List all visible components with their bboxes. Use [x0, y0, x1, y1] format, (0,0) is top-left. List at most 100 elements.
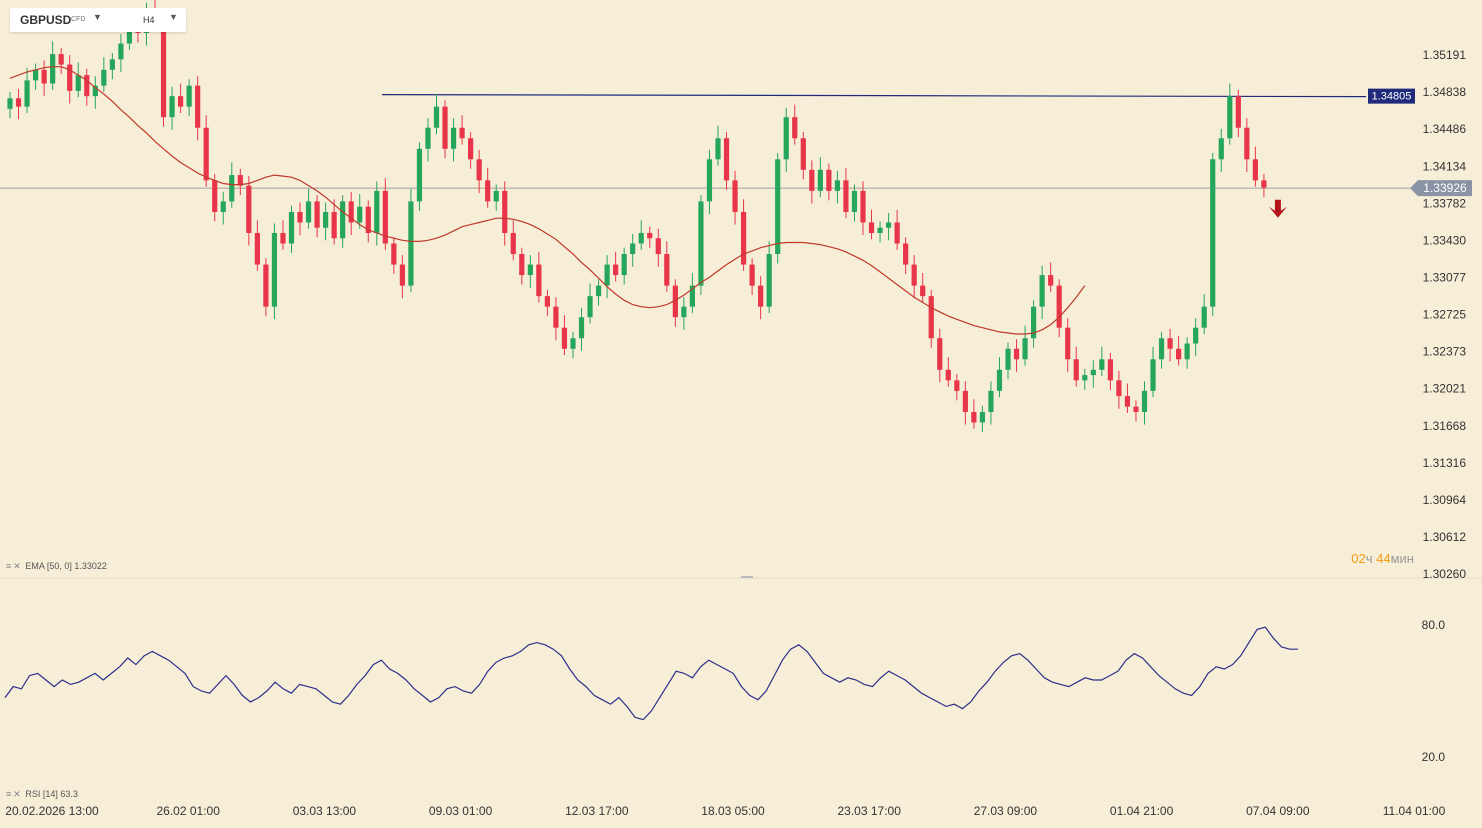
- bullish-candle: [408, 201, 414, 286]
- resistance-price-label: 1.34805: [1372, 91, 1412, 103]
- rsi-indicator-text: RSI [14] 63.3: [25, 789, 78, 799]
- bullish-candle: [604, 264, 610, 286]
- bullish-candle: [1193, 327, 1199, 344]
- pane-resize-handle: [741, 576, 753, 578]
- settings-icon[interactable]: ≡: [6, 561, 12, 571]
- instrument-type-label: CFD: [71, 16, 86, 23]
- symbol-dropdown-icon[interactable]: ▼: [93, 12, 102, 22]
- time-tick-label: 20.02.2026 13:00: [5, 804, 99, 818]
- price-tick-label: 1.33430: [1423, 233, 1467, 247]
- bullish-candle: [630, 243, 636, 255]
- bullish-candle: [220, 201, 226, 212]
- bullish-candle: [271, 232, 278, 307]
- bearish-candle: [459, 127, 465, 139]
- bullish-candle: [988, 390, 994, 412]
- bearish-candle: [758, 285, 764, 307]
- bullish-candle: [340, 201, 346, 239]
- price-tick-label: 1.34134: [1423, 159, 1467, 173]
- bearish-candle: [502, 190, 508, 233]
- bullish-candle: [1150, 359, 1156, 391]
- timeframe-selector[interactable]: H4: [143, 15, 155, 25]
- bearish-candle: [442, 106, 448, 149]
- bullish-candle: [1227, 96, 1233, 139]
- bearish-candle: [903, 243, 909, 265]
- bearish-candle: [519, 254, 525, 276]
- bearish-candle: [749, 264, 755, 286]
- bearish-candle: [740, 211, 747, 265]
- rsi-tick-label: 80.0: [1422, 618, 1446, 632]
- bullish-candle: [1184, 343, 1190, 360]
- bullish-candle: [357, 206, 363, 223]
- price-tick-label: 1.30612: [1423, 530, 1467, 544]
- price-tick-label: 1.30260: [1423, 567, 1467, 581]
- close-icon[interactable]: ✕: [13, 561, 21, 571]
- bearish-candle: [613, 264, 619, 276]
- bearish-candle: [1048, 275, 1054, 286]
- bullish-candle: [101, 69, 107, 86]
- bullish-candle: [1210, 159, 1216, 307]
- time-tick-label: 18.03 05:00: [701, 804, 765, 818]
- bearish-candle: [723, 138, 730, 181]
- bullish-candle: [126, 27, 133, 44]
- bullish-candle: [1022, 338, 1028, 360]
- current-price-tag: [1410, 180, 1472, 197]
- bearish-candle: [1107, 359, 1113, 381]
- bullish-candle: [305, 201, 312, 223]
- ema-50-line: [9, 66, 1086, 335]
- bullish-candle: [32, 69, 39, 81]
- bullish-candle: [50, 54, 56, 84]
- close-icon[interactable]: ✕: [13, 789, 21, 799]
- bearish-candle: [911, 264, 917, 286]
- bullish-candle: [706, 159, 713, 202]
- bullish-candle: [7, 98, 13, 109]
- price-tick-label: 1.33782: [1423, 196, 1467, 210]
- bullish-candle: [1082, 375, 1088, 381]
- bearish-candle: [58, 54, 64, 65]
- sell-signal-arrow-icon: [1268, 199, 1287, 218]
- bearish-candle: [297, 211, 303, 223]
- resistance-price-tag: [1368, 88, 1415, 104]
- symbol-toolbar[interactable]: GBPUSD CFD ▼ H4 ▼: [10, 8, 186, 32]
- timeframe-dropdown-icon[interactable]: ▼: [169, 12, 178, 22]
- bearish-candle: [365, 206, 371, 233]
- time-tick-label: 23.03 17:00: [837, 804, 901, 818]
- bullish-candle: [75, 75, 81, 91]
- bearish-candle: [203, 127, 209, 181]
- bullish-candle: [229, 175, 235, 202]
- bearish-candle: [254, 232, 260, 265]
- rsi-pane[interactable]: [4, 626, 1298, 721]
- countdown-hours: 02: [1351, 551, 1366, 566]
- bearish-candle: [1056, 285, 1062, 328]
- price-pane[interactable]: 1.34805 1.33926: [0, 0, 1472, 432]
- bullish-candle: [1005, 348, 1011, 370]
- price-tick-label: 1.35191: [1423, 48, 1467, 62]
- bullish-candle: [433, 106, 440, 128]
- bearish-candle: [928, 296, 934, 339]
- bearish-candle: [1124, 396, 1131, 407]
- bearish-candle: [1073, 359, 1079, 381]
- candle-countdown: 02ч 44мин: [1351, 551, 1414, 566]
- bullish-candle: [169, 96, 175, 118]
- time-tick-label: 03.03 13:00: [293, 804, 357, 818]
- rsi-indicator-label[interactable]: ≡ ✕ RSI [14] 63.3: [6, 789, 78, 800]
- bearish-candle: [331, 211, 337, 239]
- time-tick-label: 27.03 09:00: [974, 804, 1038, 818]
- price-tick-label: 1.34838: [1423, 85, 1467, 99]
- ema-indicator-label[interactable]: ≡ ✕ EMA [50, 0] 1.33022: [6, 561, 107, 572]
- bearish-candle: [178, 96, 184, 107]
- bullish-candle: [1218, 138, 1224, 160]
- bullish-candle: [689, 285, 695, 307]
- bullish-candle: [638, 232, 644, 244]
- resistance-line: [381, 94, 1367, 98]
- bearish-candle: [1133, 406, 1139, 412]
- symbol-label[interactable]: GBPUSD: [20, 13, 72, 27]
- bullish-candle: [1099, 359, 1105, 370]
- bullish-candle: [1201, 306, 1207, 328]
- bullish-candle: [1031, 306, 1037, 339]
- bearish-candle: [476, 159, 482, 181]
- rsi-line: [4, 626, 1298, 721]
- bearish-candle: [826, 169, 832, 191]
- settings-icon[interactable]: ≡: [6, 789, 12, 799]
- bearish-candle: [1244, 127, 1250, 160]
